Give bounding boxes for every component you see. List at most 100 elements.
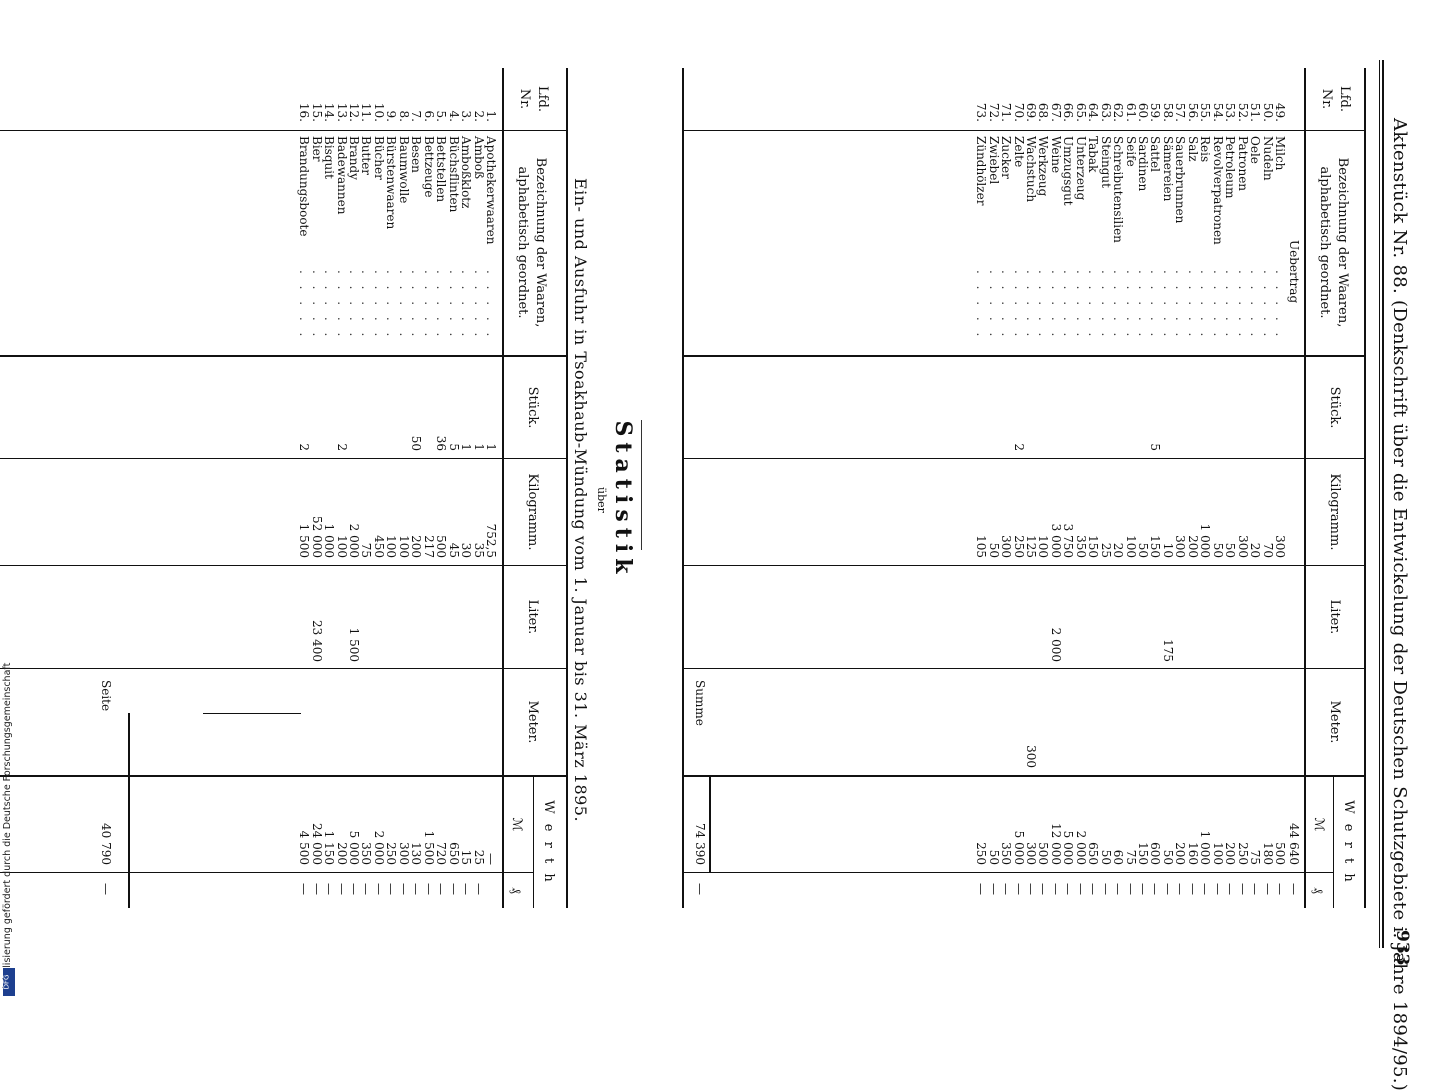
row-number: 15. — [309, 102, 324, 122]
lower-col-pf: ₰ — [508, 887, 523, 894]
row-number: 11. — [359, 102, 374, 122]
pf-value: — — [471, 883, 486, 895]
item-name: Unterzeug — [1073, 136, 1088, 201]
summe-pf: — — [693, 883, 707, 895]
kg-value: 1 000 — [322, 523, 337, 558]
werth-value: 250 — [974, 842, 989, 865]
liter-value: 1 500 — [347, 627, 362, 662]
table-row: 4. Büchsflinten 5 45 650 — . . . . . — [446, 0, 461, 1000]
stueck-value: 5 — [1148, 443, 1163, 451]
dot-leader: . . . . . — [1036, 270, 1051, 341]
werth-value: — — [484, 853, 498, 865]
row-number: 13. — [334, 102, 349, 122]
table-row: 71. Zucker 300 350 . . . . . — — [999, 0, 1014, 1000]
statistik-ueber: über — [595, 487, 608, 513]
table-row: 15. Bier 52 000 23 400 24 000 — . . . . . — [309, 0, 324, 1000]
table-row: 56. Salz 200 160 . . . . . — — [1185, 0, 1200, 1000]
werth-value: 500 — [1273, 842, 1287, 865]
uebertrag-pf: — — [1287, 883, 1301, 895]
dot-leader: . . . . . — [1160, 270, 1175, 341]
summe-label: Summe — [693, 680, 707, 726]
table-row: 11. Butter 75 350 — . . . . . — [359, 0, 374, 1000]
table-row: 14. Bisquit 1 000 1 150 — . . . . . — [322, 0, 337, 1000]
stueck-value: 1 — [484, 443, 498, 451]
uebertrag-label: Uebertrag — [1287, 240, 1301, 304]
kg-value: 1 500 — [297, 523, 312, 558]
dot-leader: . . . . . — [421, 270, 436, 341]
dot-leader: . . . . . — [1086, 270, 1101, 341]
stueck-value: 1 — [459, 443, 474, 451]
table-row: 9. Bürstenwaaren 100 250 — . . . . . — [384, 0, 399, 1000]
lower-col-meter: Meter. — [525, 700, 540, 744]
table-row: 67. Weine 3 000 2 000 12 000 . . . . . — — [1048, 0, 1063, 1000]
item-name: Nudeln — [1260, 136, 1275, 181]
dot-leader: . . . . . — [1235, 270, 1250, 341]
row-number: 16. — [297, 102, 312, 122]
liter-value: 23 400 — [309, 620, 324, 662]
table-row: 63. Steingut 25 50 . . . . . — — [1099, 0, 1113, 1000]
dot-leader: . . . . . — [1011, 270, 1026, 341]
row-number: 51. — [1248, 102, 1263, 122]
lower-seite-rule — [128, 713, 130, 908]
pf-value: — — [974, 883, 989, 895]
werth-value: 300 — [1024, 842, 1038, 865]
row-number: 61. — [1123, 102, 1138, 122]
pf-value: — — [446, 883, 461, 895]
dot-leader: . . . . . — [384, 270, 399, 341]
kg-value: 450 — [371, 535, 386, 558]
dot-leader: . . . . . — [297, 270, 312, 341]
kg-value: 75 — [359, 542, 374, 558]
table-row: 59. Sattel 5 150 600 . . . . . — — [1148, 0, 1163, 1000]
meter-value: 300 — [1024, 745, 1038, 768]
item-name: Zelte — [1011, 136, 1026, 168]
row-number: 10. — [371, 102, 386, 122]
pf-value: — — [1173, 883, 1188, 895]
upper-col-stueck: Stück. — [1327, 386, 1342, 429]
kg-value: 100 — [384, 535, 399, 558]
row-number: 70. — [1011, 102, 1026, 122]
lower-col-name-1: Bezeichnung der Waaren, — [533, 157, 548, 328]
item-name: Sämereien — [1160, 136, 1175, 202]
item-name: Patronen — [1235, 136, 1250, 192]
item-name: Weine — [1048, 136, 1063, 174]
table-row: 8. Baumwolle 100 300 — . . . . . — [397, 0, 411, 1000]
seite-label: Seite — [99, 680, 113, 712]
table-row: 53. Petroleum 50 200 . . . . . — — [1223, 0, 1238, 1000]
row-number: 55. — [1198, 102, 1213, 122]
kg-value: 50 — [1210, 542, 1225, 558]
dot-leader: . . . . . — [1198, 270, 1213, 341]
werth-value: 1 150 — [322, 830, 337, 865]
werth-value: 200 — [1173, 842, 1188, 865]
upper-summe-rule — [709, 777, 711, 872]
pf-value: — — [999, 883, 1014, 895]
item-name: Seife — [1123, 136, 1138, 167]
stueck-value: 50 — [409, 435, 424, 451]
pf-value: — — [409, 883, 424, 895]
seite-werth: 40 790 — [99, 823, 113, 865]
table-row: 1. Apothekerwaaren 1 752,5 — . . . . . — [484, 0, 498, 1000]
lower-col-werth: W e r t h — [541, 800, 556, 885]
pf-value: — — [1235, 883, 1250, 895]
dot-leader: . . . . . — [309, 270, 324, 341]
werth-value: 4 500 — [297, 830, 312, 865]
lower-col-stueck: Stück. — [525, 386, 540, 429]
dot-leader: . . . . . — [974, 270, 989, 341]
pf-value: — — [1148, 883, 1163, 895]
dot-leader: . . . . . — [1173, 270, 1188, 341]
table-row: 68. Werkzeug 100 500 . . . . . — — [1036, 0, 1051, 1000]
table-row: 13. Badewannen 2 100 200 — . . . . . — [334, 0, 349, 1000]
kg-value: 350 — [1073, 535, 1088, 558]
row-number: 65. — [1073, 102, 1088, 122]
kg-value: 150 — [1086, 535, 1101, 558]
row-number: 56. — [1185, 102, 1200, 122]
pf-value: — — [309, 883, 324, 895]
kg-value: 50 — [1223, 542, 1238, 558]
upper-col-mark: ℳ — [1311, 817, 1326, 832]
stueck-value: 1 — [471, 443, 486, 451]
dot-leader: . . . . . — [459, 270, 474, 341]
pf-value: — — [297, 883, 312, 895]
kg-value: 300 — [1273, 535, 1287, 558]
werth-value: 250 — [384, 842, 399, 865]
kg-value: 300 — [999, 535, 1014, 558]
kg-value: 217 — [421, 535, 436, 558]
